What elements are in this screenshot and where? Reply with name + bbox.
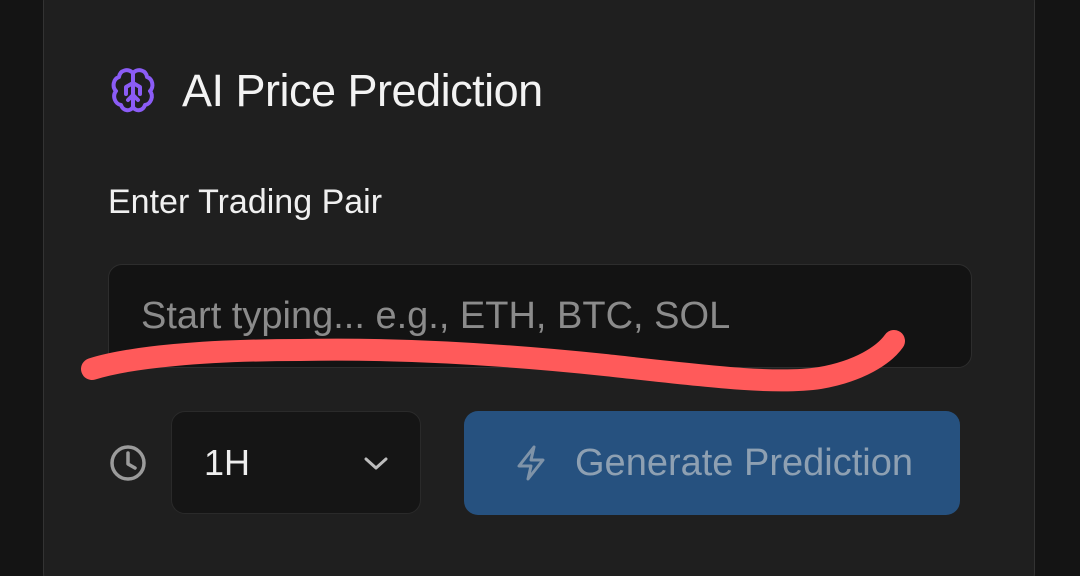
timeframe-selected-value: 1H — [204, 441, 251, 483]
card-header: AI Price Prediction — [108, 62, 543, 118]
trading-pair-label: Enter Trading Pair — [108, 183, 383, 221]
lightning-icon — [511, 443, 551, 483]
chevron-down-icon — [362, 453, 390, 473]
generate-prediction-label: Generate Prediction — [575, 442, 913, 484]
timeframe-select[interactable]: 1H — [171, 411, 421, 514]
generate-prediction-button[interactable]: Generate Prediction — [464, 411, 960, 515]
page-title: AI Price Prediction — [182, 64, 543, 116]
brain-icon — [108, 65, 158, 115]
clock-icon — [108, 443, 148, 483]
trading-pair-input[interactable] — [108, 264, 972, 368]
